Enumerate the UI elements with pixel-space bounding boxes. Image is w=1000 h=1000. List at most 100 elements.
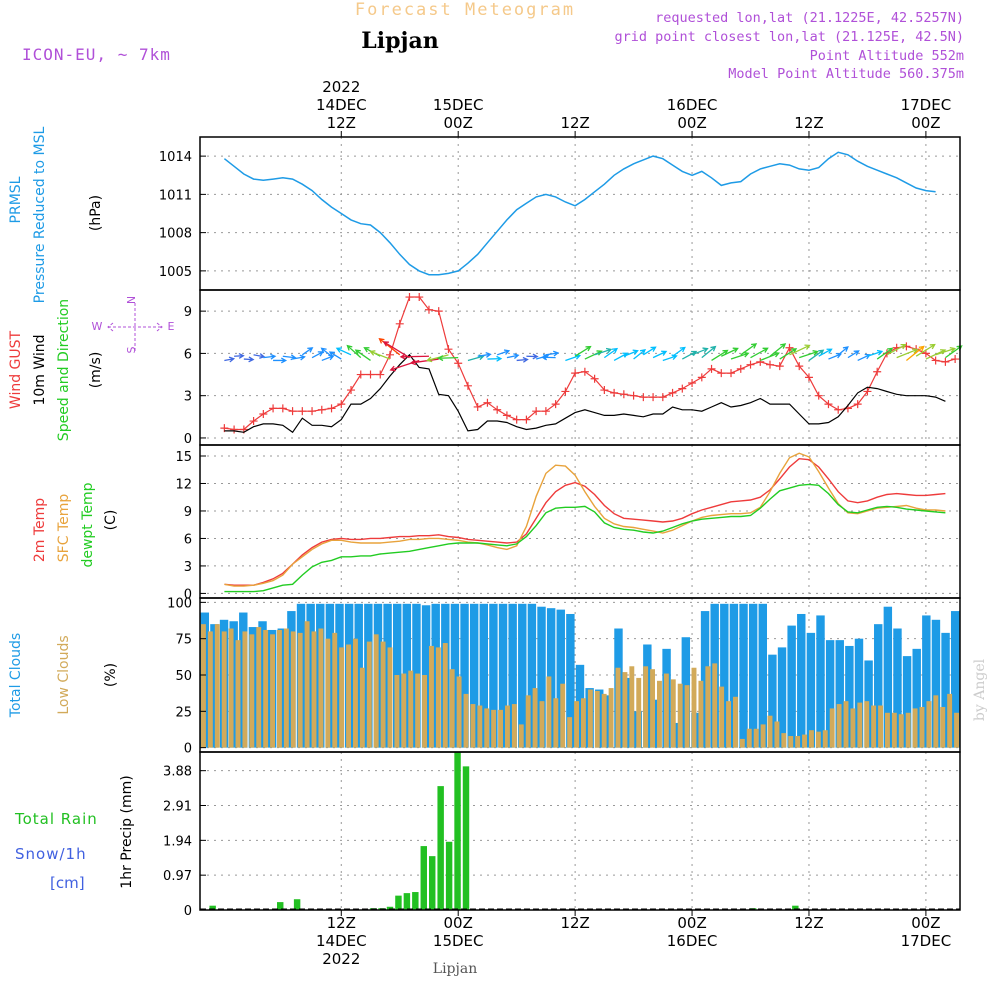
wind-direction-arrow <box>253 353 266 359</box>
x-tick-label-bottom: 17DEC <box>901 932 952 950</box>
y-tick-label: 3 <box>184 560 192 575</box>
wind-direction-arrow <box>369 350 391 360</box>
wind-gust-marker <box>298 407 307 416</box>
wind-gust-marker <box>269 404 278 413</box>
wind-direction-arrow <box>263 353 277 360</box>
pressure-series-line <box>223 151 936 276</box>
total-cloud-bar <box>460 603 469 748</box>
low-cloud-bar <box>809 730 814 748</box>
wind-gust-marker <box>278 404 287 413</box>
low-cloud-bar <box>650 669 655 748</box>
wind-direction-arrow <box>691 347 709 356</box>
dewpt-line <box>224 483 946 593</box>
wind-gust-marker <box>688 379 697 387</box>
low-cloud-bar <box>567 717 573 748</box>
wind-direction-arrow <box>681 350 698 360</box>
footer-location: Lipjan <box>433 961 477 977</box>
wind-direction-arrow <box>789 344 811 356</box>
total-cloud-bar <box>825 640 835 748</box>
low-cloud-bar <box>318 628 324 748</box>
low-cloud-bar <box>815 731 821 748</box>
total-cloud-bar <box>479 603 489 748</box>
total-cloud-bar <box>768 654 777 748</box>
low-cloud-bar <box>898 714 904 748</box>
low-cloud-bar <box>629 666 635 748</box>
wind-gust-marker <box>551 400 560 409</box>
rain-bar <box>437 786 444 910</box>
wind-direction-arrow <box>516 356 529 363</box>
model-point-altitude: Model Point Altitude 560.375m <box>728 66 964 82</box>
low-cloud-bar <box>249 634 255 748</box>
y-tick-label: 25 <box>175 705 192 720</box>
wind-gust-marker <box>356 370 365 379</box>
wind-direction-arrow <box>721 347 739 357</box>
total-cloud-bar <box>518 603 527 748</box>
wind-gust-marker <box>483 398 492 407</box>
total-cloud-bar <box>229 621 238 748</box>
low-cloud-bar <box>891 712 897 748</box>
low-cloud-bar <box>739 738 745 748</box>
total-cloud-bar <box>893 628 902 748</box>
total-cloud-bar <box>623 677 633 748</box>
rain-bar <box>277 902 284 910</box>
wind-direction-arrow <box>818 348 833 357</box>
low-cloud-bar <box>940 706 946 748</box>
wind-gust-marker <box>639 393 648 402</box>
low-cloud-bar <box>429 645 434 748</box>
low-cloud-bar <box>235 640 241 748</box>
low-cloud-bar <box>698 680 704 748</box>
wind-gust-marker <box>444 345 453 354</box>
y-tick-label: 9 <box>184 305 192 320</box>
low-cloud-bar <box>532 688 538 748</box>
wind-direction-arrow <box>662 354 678 362</box>
y-tick-label: 1005 <box>159 265 192 280</box>
x-tick-label-bottom: 00Z <box>444 914 473 932</box>
wind-gust-marker <box>424 305 433 314</box>
low-cloud-bar <box>933 695 939 748</box>
x-tick-label-top: 12Z <box>560 114 589 132</box>
x-tick-label-top: 17DEC <box>901 96 952 114</box>
wind-gust-marker <box>668 388 677 397</box>
wind-direction-arrow <box>409 358 439 366</box>
x-tick-label-top: 12Z <box>794 114 823 132</box>
total-cloud-bar <box>402 603 412 748</box>
wind-direction-arrow <box>594 347 613 356</box>
low-cloud-bar <box>463 693 469 748</box>
low-cloud-bar <box>353 638 358 748</box>
x-tick-label-bottom: 15DEC <box>433 932 484 950</box>
low-cloud-bar <box>712 663 718 748</box>
panel-frame <box>199 751 961 911</box>
low-cloud-bar <box>857 702 863 748</box>
watermark: by Angel <box>972 658 988 721</box>
low-cloud-bar <box>484 708 490 748</box>
pressure-label-short: PRMSL <box>8 176 24 223</box>
total-cloud-bar <box>845 645 854 748</box>
y-tick-label: 100 <box>167 596 192 611</box>
wind-direction-arrow <box>399 353 429 360</box>
low-cloud-bar <box>456 676 462 748</box>
rain-bar <box>429 856 436 910</box>
low-cloud-bar <box>829 708 835 748</box>
compass-cross <box>107 303 163 351</box>
rain-bar <box>412 892 419 910</box>
rain-bar <box>403 893 411 910</box>
temp-sfc-line <box>224 452 946 587</box>
low-cloud-bar <box>366 641 372 748</box>
wind-direction-arrow <box>652 350 668 359</box>
wind-gust-marker <box>249 417 258 426</box>
wind-gust-marker <box>727 369 736 378</box>
x-tick-label-bottom: 12Z <box>327 914 356 932</box>
x-tick-label-bottom: 16DEC <box>667 932 718 950</box>
total-cloud-bar <box>700 611 710 748</box>
wind-gust-marker <box>561 387 570 396</box>
total-cloud-bar <box>748 603 758 748</box>
wind-direction-arrow <box>335 347 352 356</box>
total-cloud-bar <box>489 603 498 748</box>
wind-direction-arrow <box>328 351 342 360</box>
wind-direction-arrow <box>642 346 657 356</box>
low-cloud-bar <box>256 627 262 748</box>
wind-gust-marker <box>590 374 599 383</box>
low-cloud-bar <box>594 690 600 748</box>
low-cloud-bar <box>201 624 206 748</box>
